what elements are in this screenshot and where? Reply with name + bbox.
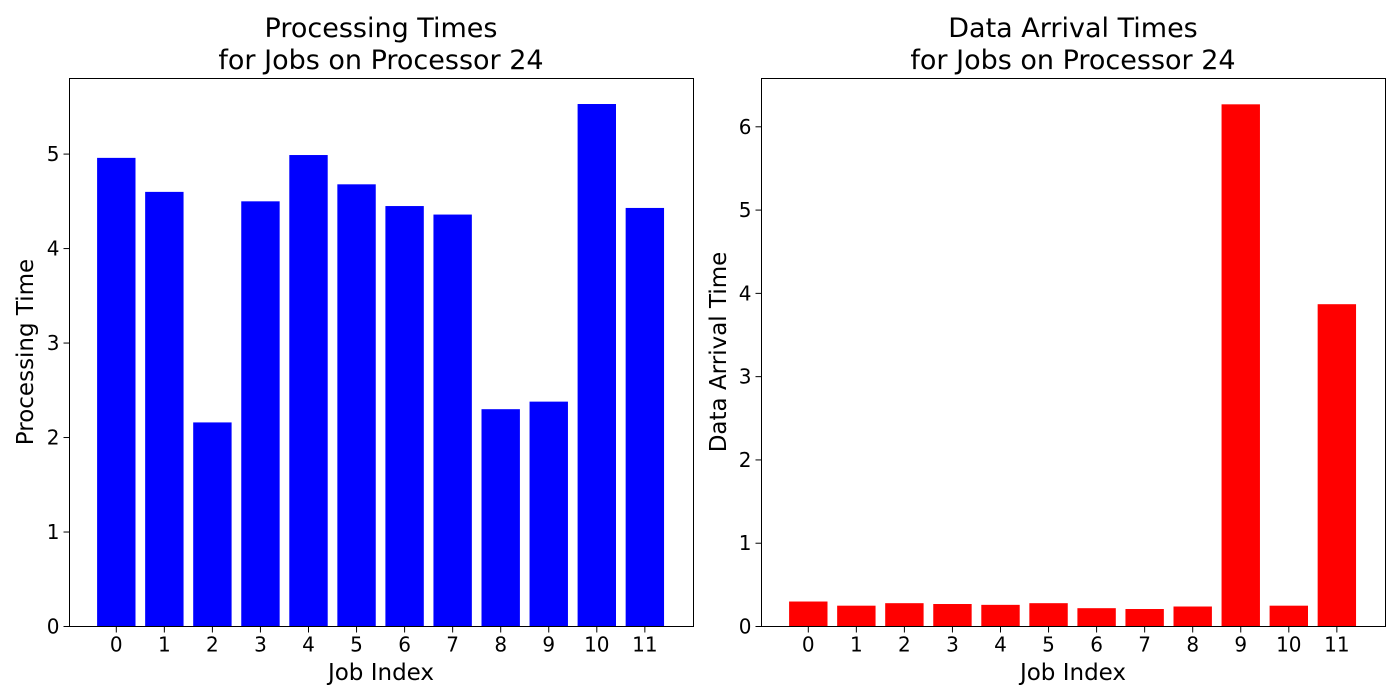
x-axis-label: Job Index bbox=[1018, 660, 1126, 686]
bar-job-9 bbox=[529, 401, 568, 627]
bar-job-8 bbox=[1173, 606, 1212, 627]
y-tick-label: 2 bbox=[739, 448, 752, 472]
bar-job-2 bbox=[885, 603, 924, 627]
bar-job-6 bbox=[385, 206, 424, 627]
y-tick-label: 1 bbox=[739, 531, 752, 555]
y-axis-label: Data Arrival Time bbox=[706, 252, 732, 453]
x-tick-label: 10 bbox=[1276, 633, 1301, 657]
x-tick-label: 8 bbox=[494, 633, 507, 657]
bars bbox=[789, 104, 1357, 627]
x-tick-label: 1 bbox=[850, 633, 863, 657]
y-tick-label: 4 bbox=[47, 237, 60, 261]
bar-job-11 bbox=[1317, 304, 1357, 627]
x-tick-label: 7 bbox=[1138, 633, 1151, 657]
x-tick-label: 6 bbox=[1090, 633, 1103, 657]
bar-job-1 bbox=[837, 605, 876, 627]
chart-title-line1: Data Arrival Times bbox=[948, 13, 1198, 44]
x-tick-label: 9 bbox=[542, 633, 555, 657]
x-tick-label: 5 bbox=[1042, 633, 1055, 657]
y-tick-label: 0 bbox=[739, 615, 752, 639]
y-tick-label: 5 bbox=[739, 198, 752, 222]
x-tick-label: 3 bbox=[254, 633, 267, 657]
y-tick-label: 2 bbox=[47, 426, 60, 450]
bar-job-7 bbox=[433, 214, 472, 627]
x-tick-label: 5 bbox=[350, 633, 363, 657]
plot-frame bbox=[761, 78, 1386, 627]
x-tick-label: 6 bbox=[398, 633, 411, 657]
data-arrival-times-chart: Data Arrival Times for Jobs on Processor… bbox=[706, 13, 1386, 686]
bar-job-3 bbox=[241, 201, 280, 627]
bar-job-9 bbox=[1221, 104, 1260, 627]
bar-job-3 bbox=[933, 604, 972, 627]
bar-job-10 bbox=[1269, 605, 1308, 627]
y-tick-label: 1 bbox=[47, 520, 60, 544]
axis-ticks: 0 1 2 3 4 5 6 7 8 9 10 11 0 1 2 3 4 5 bbox=[47, 142, 658, 656]
x-tick-label: 7 bbox=[446, 633, 459, 657]
bar-job-8 bbox=[481, 409, 520, 627]
x-tick-label: 10 bbox=[584, 633, 609, 657]
x-tick-label: 3 bbox=[946, 633, 959, 657]
x-tick-label: 8 bbox=[1186, 633, 1199, 657]
y-axis-label: Processing Time bbox=[13, 259, 39, 445]
chart-title-line2: for Jobs on Processor 24 bbox=[910, 45, 1235, 76]
x-axis-label: Job Index bbox=[326, 660, 434, 686]
y-tick-label: 4 bbox=[739, 281, 752, 305]
chart-title-line1: Processing Times bbox=[265, 13, 498, 44]
x-tick-label: 0 bbox=[110, 633, 123, 657]
y-tick-label: 6 bbox=[739, 115, 752, 139]
x-tick-label: 4 bbox=[302, 633, 315, 657]
axis-ticks: 0 1 2 3 4 5 6 7 8 9 10 11 0 1 2 3 4 5 6 bbox=[739, 115, 1350, 657]
x-tick-label: 4 bbox=[994, 633, 1007, 657]
bar-job-0 bbox=[97, 157, 136, 627]
x-tick-label: 2 bbox=[898, 633, 911, 657]
x-tick-label: 0 bbox=[802, 633, 815, 657]
x-tick-label: 11 bbox=[1324, 633, 1349, 657]
bar-job-11 bbox=[625, 207, 665, 627]
bar-job-2 bbox=[193, 422, 232, 627]
x-tick-label: 2 bbox=[206, 633, 219, 657]
chart-title-line2: for Jobs on Processor 24 bbox=[218, 45, 543, 76]
plot-frame bbox=[69, 78, 694, 627]
x-tick-label: 9 bbox=[1234, 633, 1247, 657]
y-tick-label: 3 bbox=[47, 331, 60, 355]
bar-job-1 bbox=[145, 191, 184, 627]
bars bbox=[97, 104, 665, 627]
y-tick-label: 3 bbox=[739, 365, 752, 389]
bar-job-5 bbox=[1029, 603, 1068, 627]
bar-job-5 bbox=[337, 184, 376, 627]
bar-job-10 bbox=[577, 104, 616, 627]
processing-times-chart: Processing Times for Jobs on Processor 2… bbox=[13, 13, 694, 686]
bar-job-4 bbox=[981, 604, 1020, 627]
x-tick-label: 1 bbox=[158, 633, 171, 657]
y-tick-label: 5 bbox=[47, 142, 60, 166]
x-tick-label: 11 bbox=[632, 633, 657, 657]
bar-job-4 bbox=[289, 155, 328, 627]
bar-job-7 bbox=[1125, 609, 1164, 627]
bar-job-6 bbox=[1077, 608, 1116, 627]
y-tick-label: 0 bbox=[47, 615, 60, 639]
bar-job-0 bbox=[789, 601, 828, 627]
